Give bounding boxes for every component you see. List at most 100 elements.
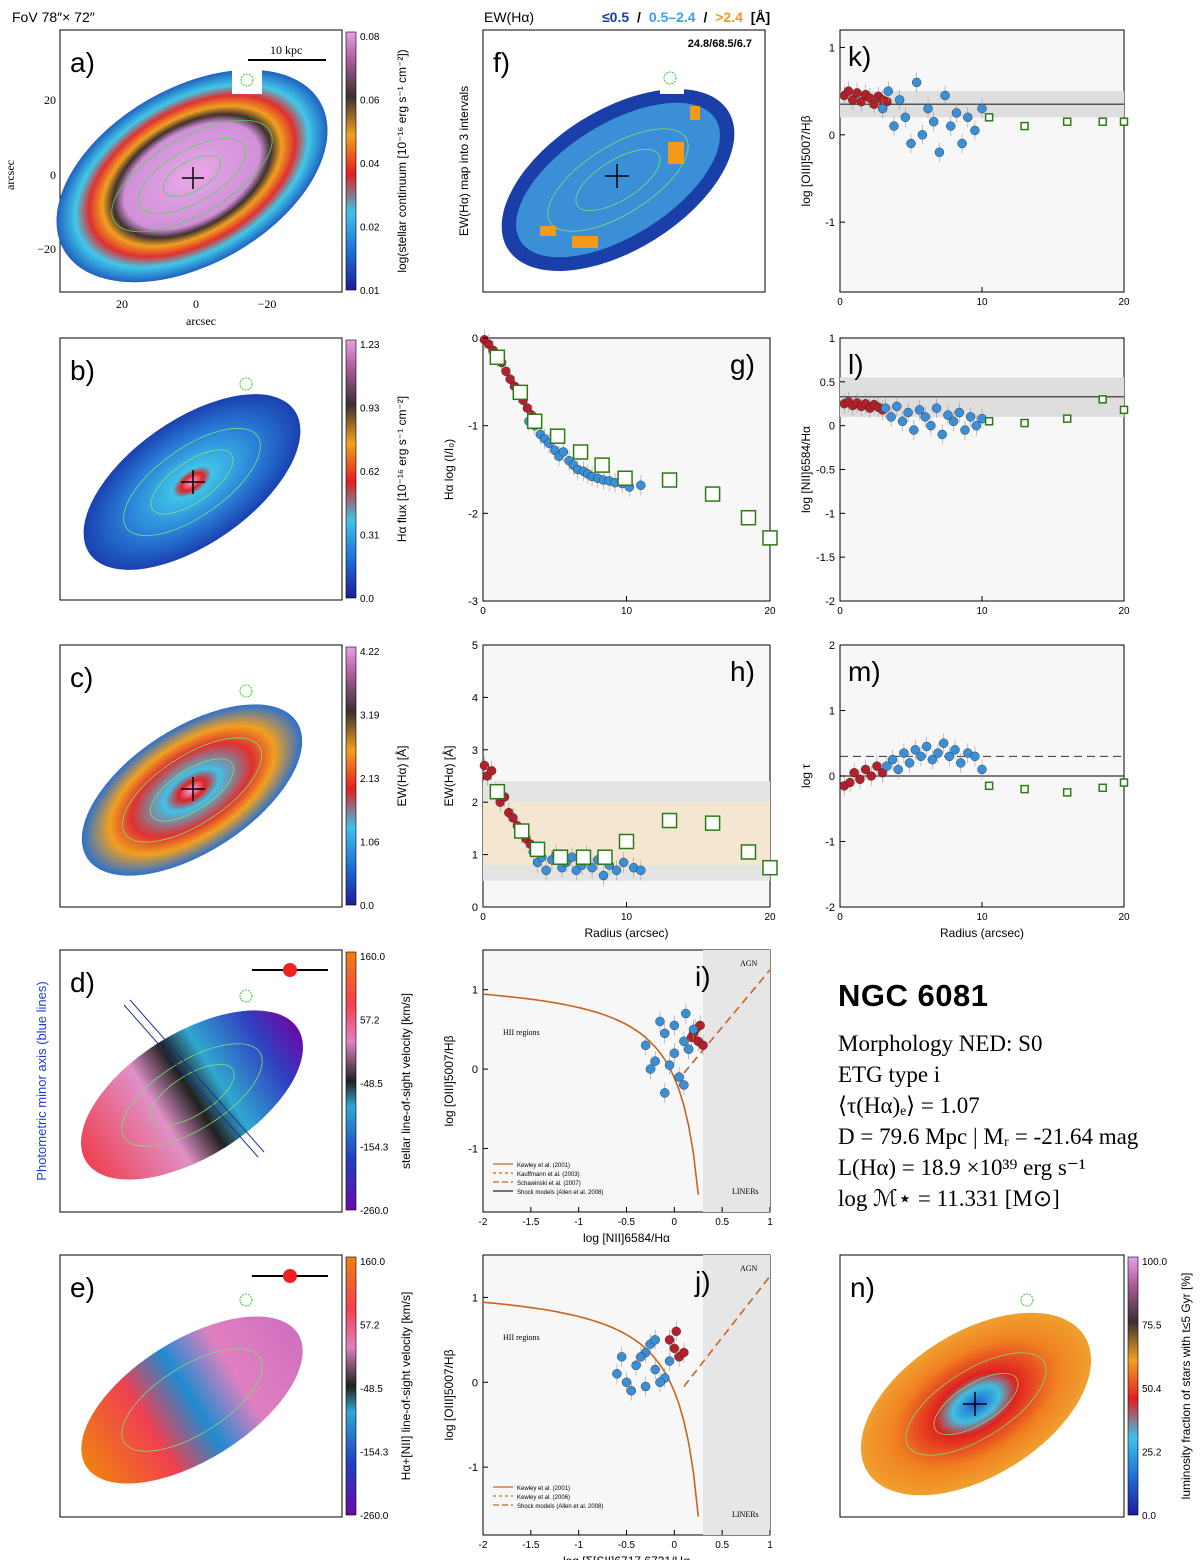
data-point	[938, 738, 949, 748]
data-point	[1062, 788, 1072, 797]
agn-region	[703, 1255, 770, 1535]
data-point	[883, 86, 893, 96]
y-tick-label: -1	[468, 1143, 478, 1155]
panel-label-n: n)	[850, 1272, 875, 1303]
x-tick-label: -1	[574, 1540, 583, 1551]
data-point	[860, 764, 871, 775]
panel-label: l)	[848, 349, 864, 380]
colorbar-tick: 0.02	[360, 223, 380, 234]
x-axis-label-a: arcsec	[186, 314, 216, 328]
data-point	[1119, 778, 1129, 787]
data-point	[489, 783, 506, 800]
data-point	[904, 758, 915, 768]
colorbar-tick: 0.0	[1142, 1511, 1156, 1522]
data-point	[575, 849, 592, 865]
y-tick-label: -1	[468, 421, 478, 433]
x-tick-label: 0.5	[715, 1217, 729, 1228]
data-point	[664, 1060, 675, 1070]
data-point	[669, 1020, 680, 1031]
data-point	[636, 865, 646, 876]
data-point	[937, 429, 947, 440]
data-point	[549, 428, 566, 444]
x-tick-label: 0	[480, 606, 486, 617]
data-point	[664, 1335, 675, 1345]
data-point	[704, 815, 721, 831]
data-point	[984, 113, 994, 122]
y-axis-label: log [OIII]5007/Hβ	[799, 115, 813, 206]
minor-axis-line	[129, 999, 265, 1153]
ew-bin-high: >2.4	[715, 9, 743, 25]
x-tick-label: 20	[1118, 297, 1130, 308]
y-axis-label: Hα log (I/I₀)	[442, 439, 456, 500]
region-label-liner: LINERs	[732, 1187, 759, 1196]
colorbar-n	[1127, 1256, 1139, 1516]
data-point	[1119, 405, 1129, 415]
y-tick-label: 1	[829, 706, 835, 718]
colorbar-tick: 2.13	[360, 774, 380, 785]
data-point	[671, 1326, 681, 1337]
y-tick-label: -1	[825, 508, 835, 520]
data-point	[946, 121, 956, 131]
data-point	[944, 751, 955, 762]
data-point	[882, 761, 892, 771]
data-point	[650, 1364, 660, 1375]
x-tick-label: 0	[837, 297, 843, 308]
colorbar-title-a: log(stellar continuum [10⁻¹⁶ erg s⁻¹ cm⁻…	[395, 49, 409, 272]
panel-label-a: a)	[70, 47, 95, 78]
colorbar-title-n: luminosity fraction of stars with t≤5 Gy…	[1179, 1273, 1193, 1500]
data-point	[970, 125, 980, 136]
y-tick-label: -1	[825, 217, 835, 229]
distance-mag: D = 79.6 Mpc | Mᵣ = -21.64 mag	[838, 1124, 1139, 1149]
data-point	[926, 420, 936, 431]
colorbar-title-c: EW(Hα) [Å]	[394, 746, 409, 807]
etg-type: ETG type i	[838, 1062, 941, 1087]
plot-area	[839, 29, 1125, 293]
data-point	[611, 865, 622, 876]
data-point	[541, 865, 551, 876]
data-point	[920, 412, 930, 422]
data-point	[951, 108, 962, 118]
data-point	[956, 758, 966, 768]
data-point	[1020, 784, 1029, 794]
psf-icon	[239, 684, 253, 698]
svg-text:20: 20	[116, 297, 128, 311]
colorbar-tick: 1.23	[360, 340, 380, 351]
data-point	[640, 1381, 651, 1392]
fov-label: FoV 78″× 72″	[12, 9, 95, 25]
psf-icon	[1020, 1293, 1034, 1307]
x-tick-label: -1.5	[522, 1540, 540, 1551]
colorbar-d	[345, 951, 357, 1211]
minor-axis-note: Photometric minor axis (blue lines)	[34, 981, 49, 1180]
data-point	[669, 1048, 680, 1058]
data-point	[906, 138, 916, 149]
x-tick-label: 1	[767, 1217, 773, 1228]
data-point	[650, 1056, 660, 1066]
data-point	[526, 413, 543, 430]
data-point	[1062, 117, 1072, 126]
panel-a: 10 kpc a) 20 0 −20 arcsec 20 0 −20 arcse…	[3, 29, 409, 328]
x-tick-label: 10	[621, 606, 633, 617]
x-tick-label: 1	[767, 1540, 773, 1551]
f-note: 24.8/68.5/6.7	[688, 38, 752, 50]
y-axis-label: log τ	[799, 764, 813, 788]
chart-g: 0 10 20 0 -1 -2 -3 g) Hα log (I/I₀)	[442, 329, 778, 617]
morphology: Morphology NED: S0	[838, 1031, 1043, 1056]
data-point	[740, 844, 757, 860]
y-tick-label: 1	[472, 1292, 478, 1304]
panel-c: c) 4.22 3.19 2.13 1.06 0.0 EW(Hα) [Å]	[59, 644, 409, 912]
colorbar-tick: 0.93	[360, 404, 380, 415]
data-point	[903, 407, 913, 418]
chart-j: AGN HII regions LINERs Kewley et al. (2001)…	[442, 1254, 773, 1560]
colorbar-tick: 0.62	[360, 467, 380, 478]
legend-entry: Kewley et al. (2001)	[517, 1486, 570, 1492]
panel-label: i)	[695, 961, 711, 992]
data-point	[513, 823, 530, 839]
data-point	[1098, 395, 1107, 404]
colorbar-tick: 0.01	[360, 286, 380, 297]
ew-bin-low: ≤0.5	[602, 9, 629, 25]
data-point	[704, 486, 721, 502]
ew-bin-separator: /	[703, 9, 707, 25]
